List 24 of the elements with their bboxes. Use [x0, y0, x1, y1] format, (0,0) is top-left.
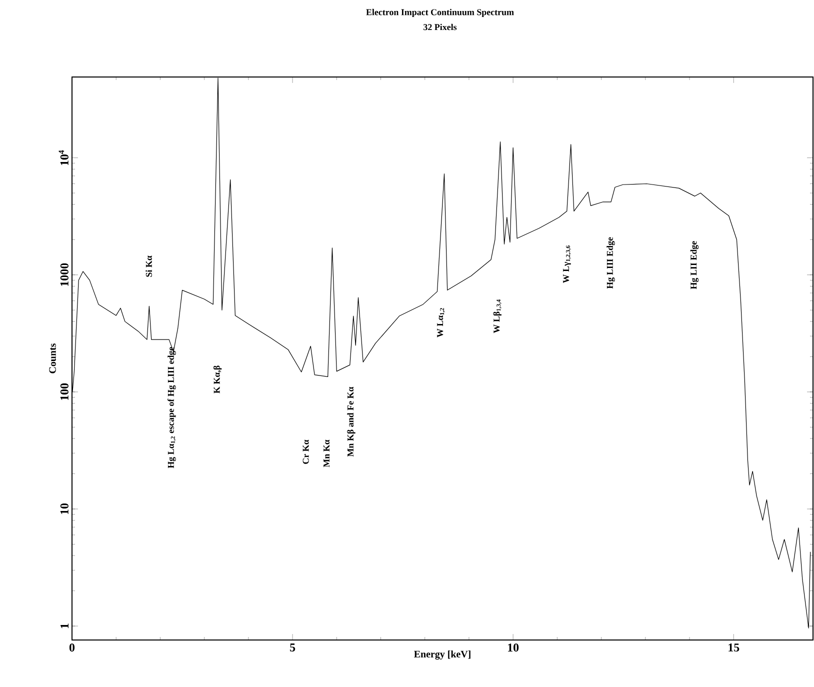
chart-subtitle: 32 Pixels [424, 24, 457, 30]
annotation: Hg LII Edge [690, 241, 699, 290]
y-tick-label: 10 [60, 503, 68, 514]
annotation: Hg LIII Edge [606, 237, 615, 289]
annotation: W Lγ$_{1,2,3,6}$ [563, 246, 571, 284]
x-tick-label: 10 [508, 644, 519, 652]
y-tick-label: 1000 [60, 263, 68, 286]
annotation: W Lα$_{1,2}$ [437, 308, 445, 338]
annotation: W Lβ$_{1,3,4}$ [493, 300, 502, 334]
y-tick-label: 100 [60, 383, 68, 400]
y-axis-title: Counts [49, 344, 56, 374]
annotation: Si Kα [146, 256, 152, 277]
y-tick-label: 10$^{4}$ [58, 150, 68, 166]
y-tick-label: 1 [60, 624, 68, 628]
x-axis-title: Energy [keV] [414, 650, 470, 660]
annotation: K Kα,β [213, 366, 222, 394]
annotation: Hg Lα$_{1,2}$ escape of Hg LIII edge [168, 346, 176, 468]
annotation: Mn Kβ and Fe Kα [347, 386, 356, 457]
annotation: Mn Kα [324, 440, 330, 468]
chart-title: Electron Impact Continuum Spectrum [366, 8, 514, 18]
x-tick-label: 5 [290, 644, 296, 652]
x-tick-label: 0 [69, 644, 75, 652]
annotation: Cr Kα [302, 440, 309, 464]
x-tick-label: 15 [728, 644, 740, 652]
